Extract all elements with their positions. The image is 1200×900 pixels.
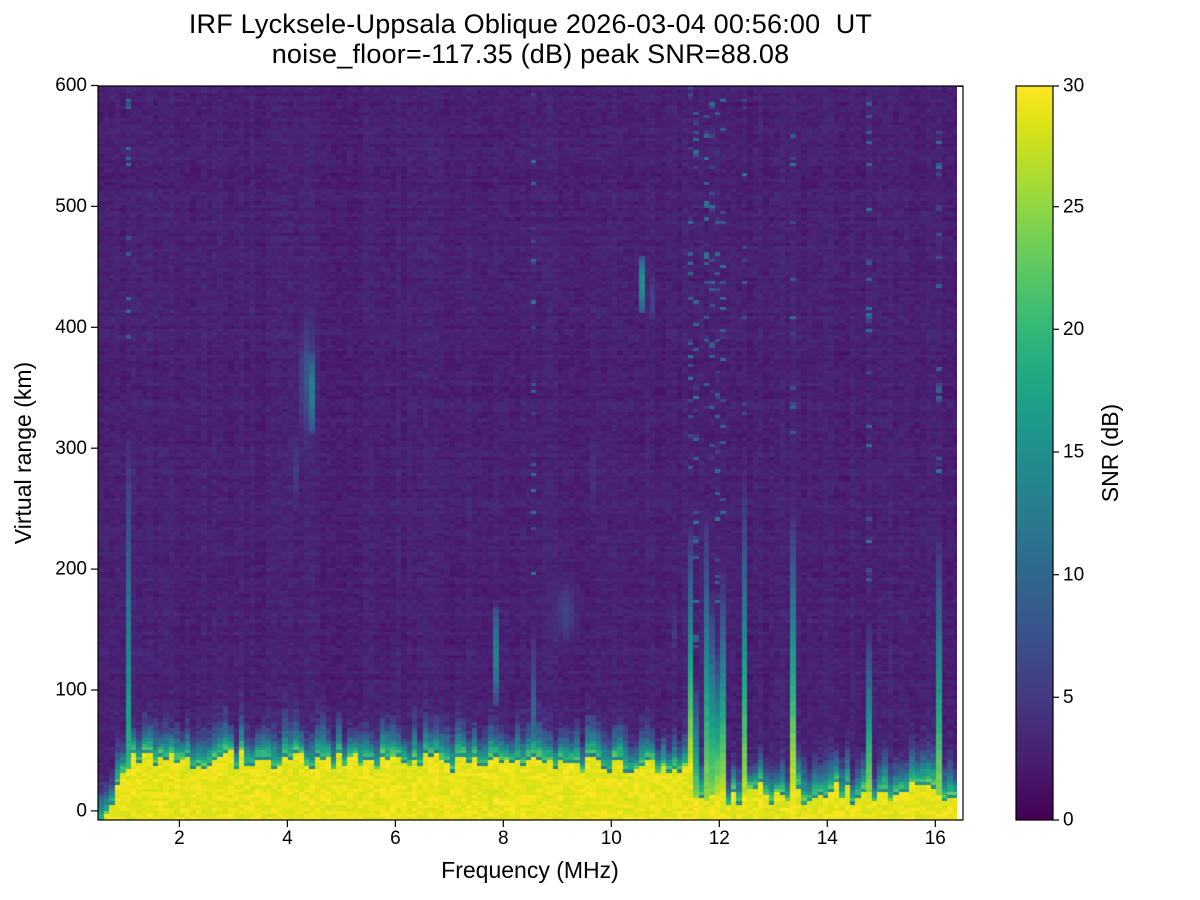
svg-text:16: 16 <box>925 828 946 849</box>
svg-text:30: 30 <box>1063 76 1084 97</box>
svg-text:6: 6 <box>390 828 401 849</box>
svg-text:12: 12 <box>709 828 730 849</box>
svg-text:20: 20 <box>1063 319 1084 340</box>
svg-text:10: 10 <box>1063 564 1084 585</box>
svg-text:0: 0 <box>1063 810 1074 831</box>
svg-text:Frequency (MHz): Frequency (MHz) <box>441 857 619 883</box>
svg-text:300: 300 <box>55 438 87 459</box>
svg-text:200: 200 <box>55 559 87 580</box>
svg-text:5: 5 <box>1063 687 1074 708</box>
svg-text:15: 15 <box>1063 442 1084 463</box>
svg-text:SNR (dB): SNR (dB) <box>1097 404 1123 502</box>
svg-text:8: 8 <box>498 828 509 849</box>
svg-text:400: 400 <box>55 317 87 338</box>
svg-text:2: 2 <box>174 828 185 849</box>
svg-text:4: 4 <box>282 828 293 849</box>
svg-text:0: 0 <box>76 801 87 822</box>
svg-text:100: 100 <box>55 680 87 701</box>
svg-text:25: 25 <box>1063 196 1084 217</box>
svg-text:14: 14 <box>817 828 839 849</box>
svg-text:Virtual range (km): Virtual range (km) <box>10 362 36 544</box>
svg-text:600: 600 <box>55 75 87 96</box>
svg-text:10: 10 <box>601 828 622 849</box>
svg-text:500: 500 <box>55 196 87 217</box>
